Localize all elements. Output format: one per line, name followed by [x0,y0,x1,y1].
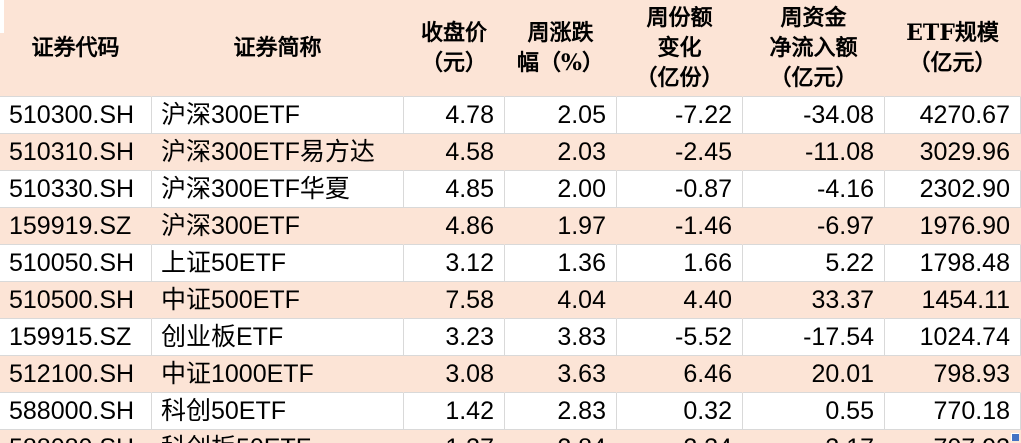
cell-weekly_net_inflow[interactable]: -17.54 [743,319,885,356]
cell-weekly_net_inflow[interactable]: -3.17 [743,430,885,443]
cell-weekly_change_pct[interactable]: 4.04 [505,282,617,319]
cell-etf_scale[interactable]: 770.18 [885,393,1021,430]
cell-etf_scale[interactable]: 1454.11 [885,282,1021,319]
cell-security_code[interactable]: 588000.SH [0,393,152,430]
cell-etf_scale[interactable]: 798.93 [885,356,1021,393]
cell-security_code[interactable]: 510330.SH [0,171,152,208]
cell-weekly_change_pct[interactable]: 1.36 [505,245,617,282]
cell-security_name[interactable]: 沪深300ETF华夏 [152,171,404,208]
cell-weekly_net_inflow[interactable]: 5.22 [743,245,885,282]
cell-security_name[interactable]: 中证500ETF [152,282,404,319]
cell-security_code[interactable]: 159915.SZ [0,319,152,356]
cell-weekly_net_inflow[interactable]: -4.16 [743,171,885,208]
column-header-security_code[interactable]: 证券代码 [0,0,152,97]
column-header-weekly_change_pct[interactable]: 周涨跌 幅（%） [505,0,617,97]
cell-security_code[interactable]: 510300.SH [0,97,152,134]
table-row: 512100.SH 中证1000ETF 3.08 3.63 6.46 20.01 798.9… [0,356,1021,393]
header-row: 证券代码 证券简称 收盘价 （元） 周涨跌 幅（%） 周份额 变化 （亿份） 周资金 净流… [0,0,1021,97]
table-row: 588080.SH科创板50ETF1.372.84-2.34-3.17707.9… [0,430,1021,443]
cell-close_price[interactable]: 1.42 [404,393,505,430]
column-header-close_price[interactable]: 收盘价 （元） [404,0,505,97]
cell-security_name[interactable]: 沪深300ETF [152,208,404,245]
table-row: 159919.SZ 沪深300ETF 4.86 1.97 -1.46 -6.97 1976.… [0,208,1021,245]
cell-weekly_change_pct[interactable]: 2.00 [505,171,617,208]
cell-close_price[interactable]: 3.12 [404,245,505,282]
cell-security_code[interactable]: 588080.SH [0,430,152,443]
cell-close_price[interactable]: 3.23 [404,319,505,356]
cell-security_name[interactable]: 沪深300ETF易方达 [152,134,404,171]
column-header-weekly_net_inflow[interactable]: 周资金 净流入额 （亿元） [743,0,885,97]
cell-security_name[interactable]: 上证50ETF [152,245,404,282]
cell-weekly_change_pct[interactable]: 1.97 [505,208,617,245]
cell-etf_scale[interactable]: 1798.48 [885,245,1021,282]
cell-close_price[interactable]: 4.78 [404,97,505,134]
table-row: 588000.SH 科创50ETF 1.42 2.83 0.32 0.55 770.18 [0,393,1021,430]
table-row: 159915.SZ 创业板ETF 3.23 3.83 -5.52 -17.54 1024.7… [0,319,1021,356]
cell-weekly_share_change[interactable]: -5.52 [617,319,743,356]
cell-weekly_share_change[interactable]: -2.34 [617,430,743,443]
column-header-weekly_share_change[interactable]: 周份额 变化 （亿份） [617,0,743,97]
cell-etf_scale[interactable]: 707.93 [885,430,1021,443]
cell-weekly_net_inflow[interactable]: -11.08 [743,134,885,171]
cell-security_name[interactable]: 科创50ETF [152,393,404,430]
cell-close_price[interactable]: 4.58 [404,134,505,171]
cell-weekly_change_pct[interactable]: 2.05 [505,97,617,134]
cell-weekly_share_change[interactable]: -2.45 [617,134,743,171]
cell-weekly_change_pct[interactable]: 3.63 [505,356,617,393]
cell-etf_scale[interactable]: 2302.90 [885,171,1021,208]
cell-etf_scale[interactable]: 1976.90 [885,208,1021,245]
cell-weekly_share_change[interactable]: -7.22 [617,97,743,134]
cell-weekly_change_pct[interactable]: 3.83 [505,319,617,356]
cell-security_code[interactable]: 510050.SH [0,245,152,282]
table-header: 证券代码 证券简称 收盘价 （元） 周涨跌 幅（%） 周份额 变化 （亿份） 周资金 净流… [0,0,1021,97]
cell-weekly_share_change[interactable]: -1.46 [617,208,743,245]
cell-security_code[interactable]: 159919.SZ [0,208,152,245]
cell-weekly_net_inflow[interactable]: 33.37 [743,282,885,319]
table-row: 510500.SH 中证500ETF 7.58 4.04 4.40 33.37 1454.1… [0,282,1021,319]
cell-close_price[interactable]: 4.85 [404,171,505,208]
table-row: 510310.SH 沪深300ETF易方达 4.58 2.03 -2.45 -11.08 3… [0,134,1021,171]
cell-weekly_share_change[interactable]: 6.46 [617,356,743,393]
table-row: 510300.SH 沪深300ETF 4.78 2.05 -7.22 -34.08 4270… [0,97,1021,134]
cell-close_price[interactable]: 1.37 [404,430,505,443]
cell-weekly_net_inflow[interactable]: 0.55 [743,393,885,430]
cell-weekly_share_change[interactable]: -0.87 [617,171,743,208]
column-header-security_name[interactable]: 证券简称 [152,0,404,97]
cell-security_name[interactable]: 中证1000ETF [152,356,404,393]
cell-weekly_net_inflow[interactable]: -6.97 [743,208,885,245]
cell-security_name[interactable]: 创业板ETF [152,319,404,356]
table-row: 510050.SH 上证50ETF 3.12 1.36 1.66 5.22 1798.48 [0,245,1021,282]
cell-weekly_net_inflow[interactable]: -34.08 [743,97,885,134]
cell-weekly_change_pct[interactable]: 2.84 [505,430,617,443]
cell-security_code[interactable]: 510310.SH [0,134,152,171]
cell-close_price[interactable]: 7.58 [404,282,505,319]
cell-etf_scale[interactable]: 4270.67 [885,97,1021,134]
cell-close_price[interactable]: 4.86 [404,208,505,245]
selection-fill-handle-icon[interactable] [1011,433,1019,441]
cell-weekly_share_change[interactable]: 1.66 [617,245,743,282]
cell-weekly_net_inflow[interactable]: 20.01 [743,356,885,393]
cell-security_code[interactable]: 512100.SH [0,356,152,393]
table-body: 510300.SH 沪深300ETF 4.78 2.05 -7.22 -34.08 4270… [0,97,1021,443]
table-row: 510330.SH 沪深300ETF华夏 4.85 2.00 -0.87 -4.16 230… [0,171,1021,208]
cell-close_price[interactable]: 3.08 [404,356,505,393]
cell-security_code[interactable]: 510500.SH [0,282,152,319]
cell-weekly_share_change[interactable]: 4.40 [617,282,743,319]
cell-security_name[interactable]: 沪深300ETF [152,97,404,134]
cell-etf_scale[interactable]: 3029.96 [885,134,1021,171]
cell-security_name[interactable]: 科创板50ETF [152,430,404,443]
column-header-etf_scale[interactable]: ETF规模 （亿元） [885,0,1021,97]
cell-weekly_change_pct[interactable]: 2.83 [505,393,617,430]
cell-etf_scale[interactable]: 1024.74 [885,319,1021,356]
cell-weekly_share_change[interactable]: 0.32 [617,393,743,430]
top-left-corner-artifact [0,0,4,33]
cell-weekly_change_pct[interactable]: 2.03 [505,134,617,171]
